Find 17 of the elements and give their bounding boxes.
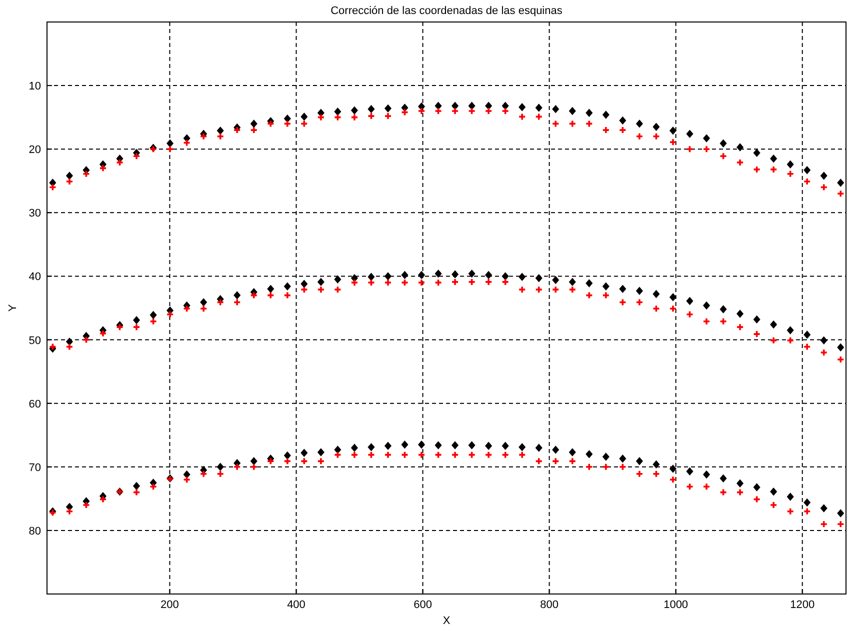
x-tick-label: 1000 — [664, 599, 688, 611]
y-tick-label: 80 — [28, 525, 41, 538]
y-tick-label: 30 — [28, 208, 41, 220]
y-tick-label: 50 — [28, 334, 41, 347]
y-tick-label: 40 — [28, 271, 41, 284]
x-tick-label: 1200 — [790, 599, 815, 611]
chart-title: Corrección de las coordenadas de las esquinas — [330, 5, 563, 17]
x-tick-label: 800 — [540, 599, 558, 611]
x-tick-label: 200 — [160, 599, 179, 611]
x-axis-title: X — [442, 615, 451, 627]
y-tick-label: 10 — [28, 80, 41, 93]
x-tick-label: 400 — [287, 599, 306, 611]
y-tick-label: 20 — [28, 144, 41, 156]
y-tick-label: 70 — [28, 462, 41, 474]
y-axis-title: Y — [7, 304, 19, 312]
y-tick-label: 60 — [28, 398, 41, 410]
x-tick-label: 600 — [414, 599, 432, 611]
